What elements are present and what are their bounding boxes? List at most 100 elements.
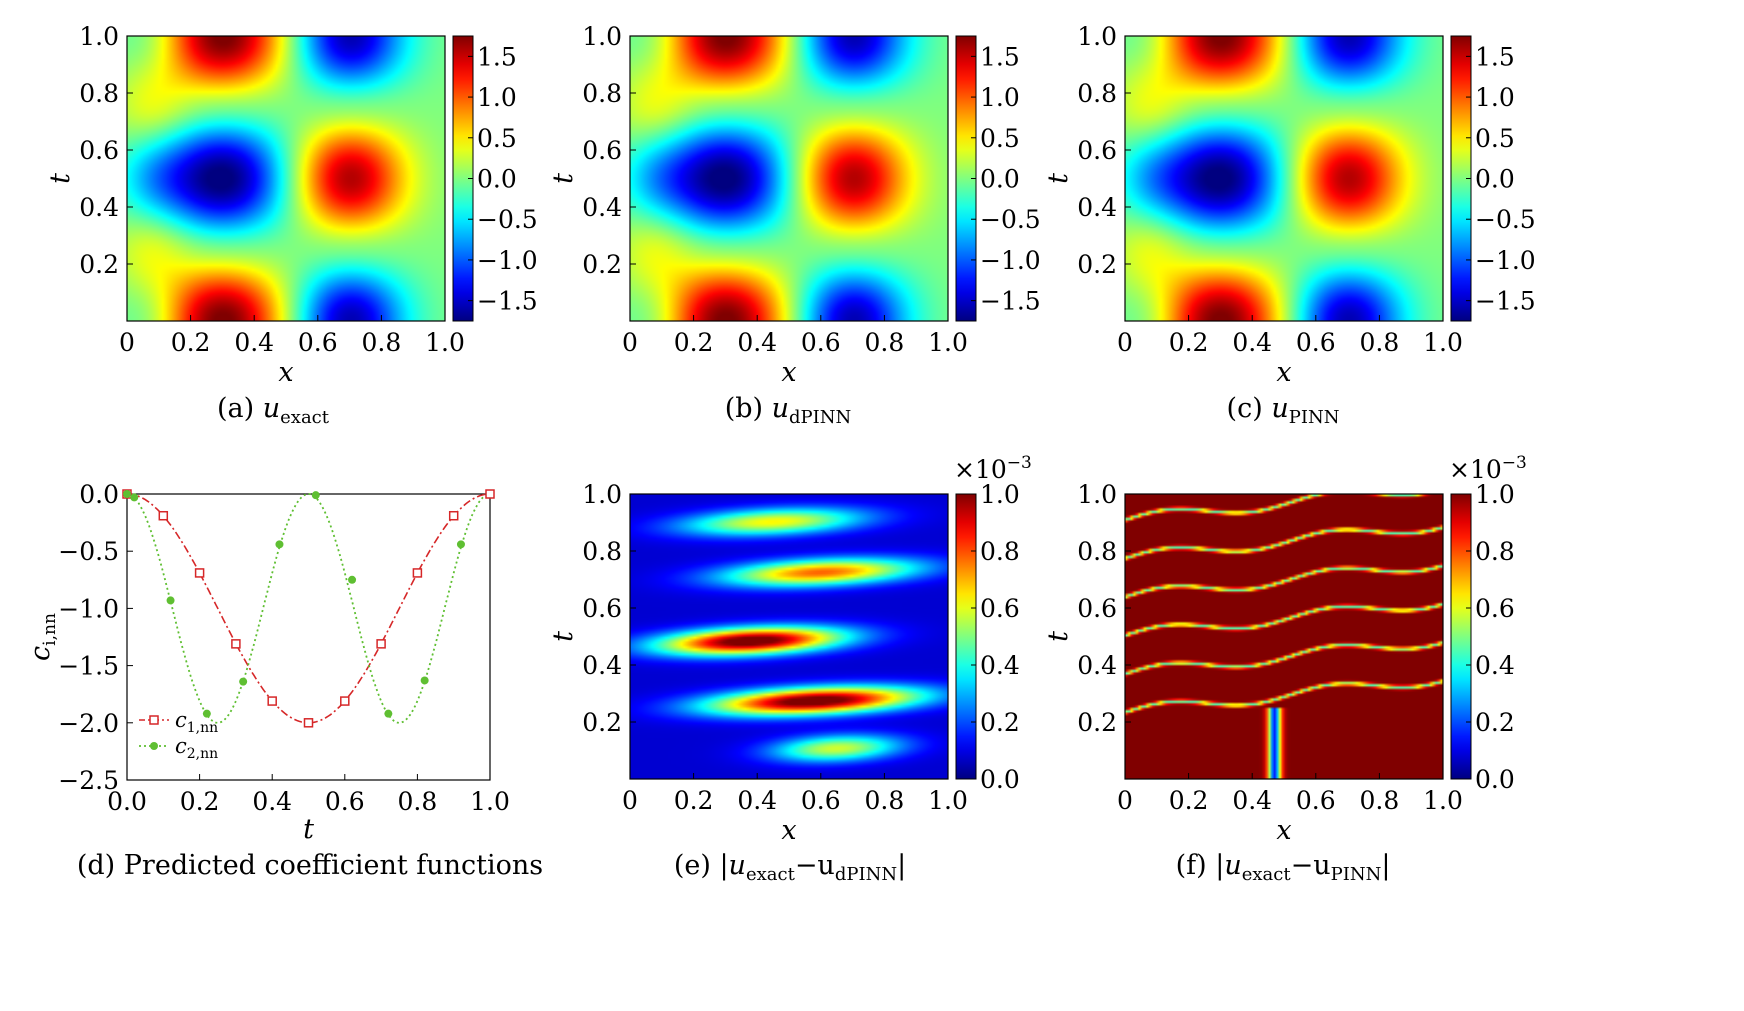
caption-text: (a) <box>217 393 263 424</box>
colorbar-tick-label: 0.5 <box>980 124 1020 153</box>
y-tick-label: 0.8 <box>1077 537 1117 566</box>
colorbar-tick-label: 0.0 <box>1475 165 1515 194</box>
x-tick-label: 0.6 <box>801 786 841 815</box>
series-c1-point <box>267 696 277 706</box>
x-tick-label: 1.0 <box>470 787 510 816</box>
y-tick-label: 0.4 <box>1077 193 1117 222</box>
x-tick-label: 0.4 <box>1232 328 1272 357</box>
colorbar-tick-label: 0.6 <box>980 594 1020 623</box>
y-axis-label-sub: i,nn <box>40 613 60 646</box>
y-tick-label: 0.8 <box>582 79 622 108</box>
caption-a: (a) uexact <box>217 393 330 428</box>
x-tick-label: 0.2 <box>1169 786 1209 815</box>
legend-c1-marker <box>149 715 159 725</box>
caption-text: | <box>897 850 906 881</box>
caption-subscript: exact <box>746 864 796 885</box>
colorbar-tick-label: 1.0 <box>477 83 517 112</box>
colorbar-tick-label: −1.5 <box>1475 287 1536 316</box>
y-tick-label: 0.4 <box>79 193 119 222</box>
heatmap-c <box>1125 36 1443 321</box>
caption-f: (f) |uexact−uPINN| <box>1176 850 1391 885</box>
y-tick-label: 1.0 <box>1077 22 1117 51</box>
y-tick-label: 0.8 <box>1077 79 1117 108</box>
caption-text: u <box>263 393 280 424</box>
series-c2-point <box>384 709 393 718</box>
heatmap-f <box>1125 494 1443 779</box>
colorbar-tick-label: 0.0 <box>1475 765 1515 794</box>
y-axis-label: ci,nn <box>25 613 60 661</box>
y-tick-label: 1.0 <box>582 22 622 51</box>
caption-b: (b) udPINN <box>725 393 852 428</box>
x-tick-label: 1.0 <box>928 328 968 357</box>
colorbar-tick-label: 1.5 <box>1475 42 1515 71</box>
caption-text: (f) <box>1176 850 1216 881</box>
x-tick-label: 1.0 <box>425 328 465 357</box>
axes-frame-d <box>126 493 491 781</box>
x-tick-label: 0.2 <box>171 328 211 357</box>
caption-text: (b) <box>725 393 772 424</box>
axes-frame-e <box>629 493 949 780</box>
x-axis-label: x <box>1276 357 1291 388</box>
x-tick-label: 0.2 <box>180 787 220 816</box>
caption-d: (d) Predicted coefficient functions <box>77 850 543 881</box>
colorbar-tick-label: 0.5 <box>477 124 517 153</box>
y-axis-label: t <box>1043 631 1074 642</box>
heatmap-a <box>127 36 445 321</box>
colorbar-tick-label: 0.0 <box>980 765 1020 794</box>
y-axis-label: t <box>548 631 579 642</box>
colorbar-tick-label: 0.2 <box>980 708 1020 737</box>
x-axis-label: x <box>781 815 796 846</box>
y-axis-label: t <box>1043 173 1074 184</box>
colorbar-tick-label: 0.0 <box>980 165 1020 194</box>
series-c1-point <box>231 639 241 649</box>
colorbar-tick-label: 1.5 <box>477 42 517 71</box>
colorbar-tick-label: 0.4 <box>980 651 1020 680</box>
y-tick-label: −1.5 <box>58 652 119 681</box>
x-tick-label: 0.4 <box>737 328 777 357</box>
colorbar-f <box>1450 493 1472 780</box>
caption-text: |u <box>1215 850 1242 881</box>
x-axis-label: t <box>303 814 314 845</box>
legend-c1-label: c1,nn <box>175 708 218 736</box>
y-tick-label: 1.0 <box>79 22 119 51</box>
y-tick-label: 0.6 <box>79 136 119 165</box>
caption-subscript: dPINN <box>835 864 897 885</box>
y-axis-label: t <box>548 173 579 184</box>
colorbar-tick-label: −0.5 <box>477 205 538 234</box>
colorbar-e <box>955 493 977 780</box>
legend-c2-name: c <box>175 734 187 758</box>
y-tick-label: 1.0 <box>1077 480 1117 509</box>
x-tick-label: 0 <box>622 786 638 815</box>
series-c2-point <box>420 676 429 685</box>
y-tick-label: 0.8 <box>582 537 622 566</box>
x-tick-label: 0.6 <box>1296 328 1336 357</box>
y-tick-label: −2.5 <box>58 766 119 795</box>
x-tick-label: 0.8 <box>362 328 402 357</box>
colorbar-scale-label: ×10−3 <box>954 453 1032 484</box>
colorbar-tick-label: −0.5 <box>980 205 1041 234</box>
caption-subscript: dPINN <box>789 407 851 428</box>
x-tick-label: 0 <box>119 328 135 357</box>
caption-text: u <box>772 393 789 424</box>
series-c2-line <box>126 493 491 724</box>
colorbar-tick-label: 1.0 <box>980 480 1020 509</box>
series-c2-point <box>166 596 175 605</box>
x-tick-label: 0.0 <box>107 787 147 816</box>
colorbar-tick-label: −1.5 <box>980 287 1041 316</box>
caption-text: (c) <box>1227 393 1272 424</box>
colorbar-tick-label: −1.0 <box>477 246 538 275</box>
series-c1-point <box>194 568 205 578</box>
y-tick-label: 0.2 <box>582 250 622 279</box>
caption-subscript: PINN <box>1289 407 1340 428</box>
series-c2-point <box>275 540 284 549</box>
x-tick-label: 1.0 <box>1423 786 1463 815</box>
y-tick-label: 0.6 <box>582 136 622 165</box>
y-tick-label: 0.2 <box>1077 708 1117 737</box>
x-tick-label: 0 <box>1117 786 1133 815</box>
caption-text: u <box>1271 393 1288 424</box>
colorbar-scale-exp: −3 <box>1007 453 1032 473</box>
colorbar-tick-label: 0.5 <box>1475 124 1515 153</box>
y-tick-label: 1.0 <box>582 480 622 509</box>
